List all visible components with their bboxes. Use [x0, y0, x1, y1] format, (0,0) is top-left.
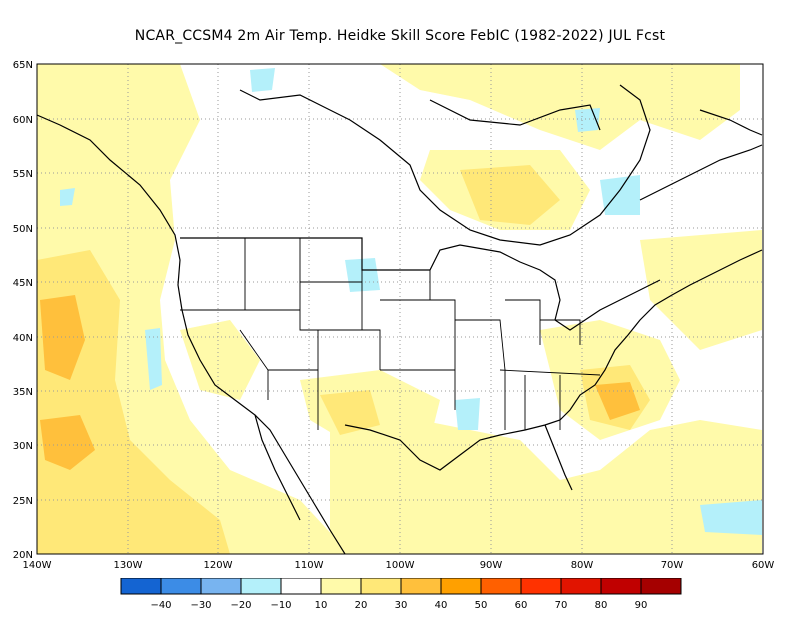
colorbar-boxes	[120, 578, 682, 595]
shade-core-pacific-south	[40, 415, 95, 470]
shade-area-gulf	[330, 420, 762, 554]
shade-neg-alaska	[250, 68, 275, 92]
lat-label-40: 40N	[13, 333, 33, 344]
shade-area-pacific-warm	[37, 250, 230, 554]
colorbar-box	[240, 578, 282, 595]
shade-neg-montana	[345, 258, 380, 292]
lat-label-45: 45N	[13, 278, 33, 289]
colorbar: −40 −30 −20 −10 10 20 30 40 50 60 70 80 90	[120, 578, 682, 611]
lat-label-35: 35N	[13, 387, 33, 398]
colorbar-box	[400, 578, 442, 595]
colorbar-box	[520, 578, 562, 595]
colorbar-label: 60	[515, 600, 528, 611]
colorbar-box	[280, 578, 322, 595]
shade-neg-baja	[145, 328, 162, 390]
colorbar-label: 40	[435, 600, 448, 611]
shade-neg-labrador	[600, 175, 640, 215]
shade-neg-gulf	[455, 398, 480, 430]
lon-label-70w: 70W	[661, 560, 684, 571]
shade-area-ne-atlantic	[640, 230, 762, 350]
lat-label-55: 55N	[13, 169, 33, 180]
colorbar-label: 90	[635, 600, 648, 611]
skill-shading	[37, 64, 762, 554]
colorbar-box	[320, 578, 362, 595]
lon-labels: 140W 130W 120W 110W 100W 90W 80W 70W 60W	[23, 560, 775, 571]
colorbar-label: 30	[395, 600, 408, 611]
coastlines	[37, 84, 763, 554]
colorbar-box	[200, 578, 242, 595]
shade-area-texas-warm	[320, 390, 380, 435]
shade-neg-atlantic	[700, 500, 762, 535]
lat-labels: 65N 60N 55N 50N 45N 40N 35N 30N 25N 20N	[13, 60, 33, 561]
shade-neg-bc	[60, 188, 75, 206]
colorbar-label: 80	[595, 600, 608, 611]
map-title: NCAR_CCSM4 2m Air Temp. Heidke Skill Sco…	[134, 28, 666, 44]
shade-area-hudson-warm	[460, 165, 560, 225]
lon-label-140w: 140W	[23, 560, 52, 571]
colorbar-box	[600, 578, 642, 595]
colorbar-box	[360, 578, 402, 595]
shade-area-rockies	[180, 320, 260, 400]
lon-label-120w: 120W	[204, 560, 233, 571]
shade-core-pacific-north	[40, 295, 85, 380]
lat-label-30: 30N	[13, 441, 33, 452]
map-frame	[36, 63, 764, 555]
lat-label-50: 50N	[13, 224, 33, 235]
colorbar-box	[440, 578, 482, 595]
shade-area-north	[380, 64, 740, 150]
colorbar-label: 10	[315, 600, 328, 611]
state-borders	[180, 238, 601, 430]
lat-label-60: 60N	[13, 115, 33, 126]
colorbar-labels: −40 −30 −20 −10 10 20 30 40 50 60 70 80 90	[150, 600, 647, 611]
lon-label-100w: 100W	[386, 560, 415, 571]
colorbar-label: −30	[190, 600, 211, 611]
colorbar-label: −10	[270, 600, 291, 611]
graticule	[37, 64, 763, 554]
colorbar-box	[640, 578, 682, 595]
colorbar-box	[480, 578, 522, 595]
shade-core-carolina	[595, 382, 640, 420]
colorbar-label: −20	[230, 600, 251, 611]
colorbar-label: 20	[355, 600, 368, 611]
colorbar-label: 50	[475, 600, 488, 611]
lat-label-20: 20N	[13, 550, 33, 561]
colorbar-box	[160, 578, 202, 595]
lon-label-60w: 60W	[752, 560, 775, 571]
colorbar-label: 70	[555, 600, 568, 611]
lon-label-90w: 90W	[480, 560, 503, 571]
lon-label-110w: 110W	[295, 560, 324, 571]
lon-label-80w: 80W	[571, 560, 594, 571]
lat-label-25: 25N	[13, 496, 33, 507]
colorbar-box	[560, 578, 602, 595]
colorbar-box	[120, 578, 162, 595]
lat-label-65: 65N	[13, 60, 33, 71]
lon-label-130w: 130W	[114, 560, 143, 571]
colorbar-label: −40	[150, 600, 171, 611]
